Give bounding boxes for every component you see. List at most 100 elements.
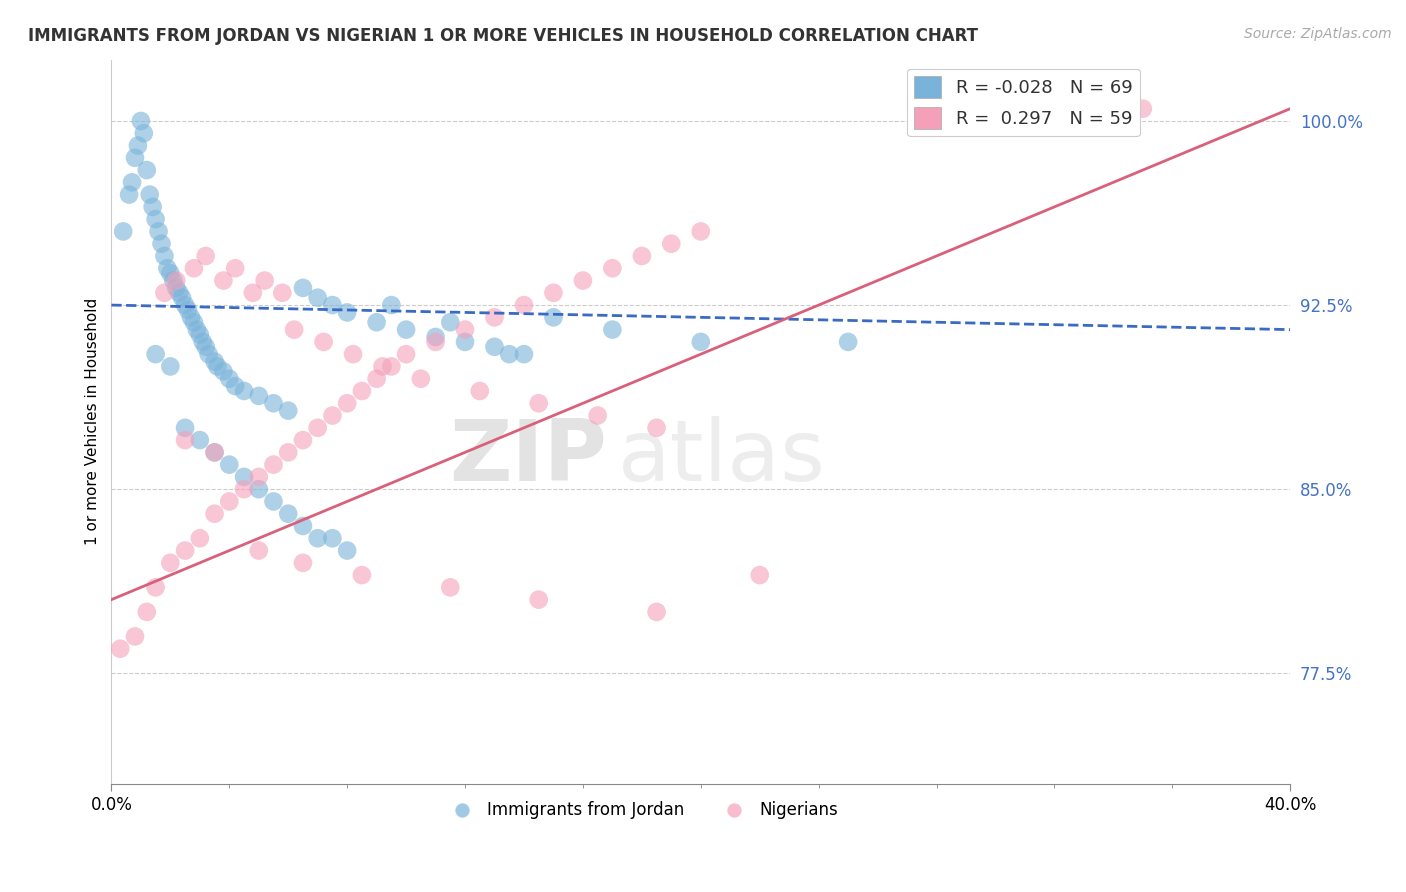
Text: ZIP: ZIP [449, 417, 606, 500]
Point [350, 384, 373, 398]
Point [602, 261, 624, 276]
Point [148, 224, 170, 238]
Point [247, 470, 270, 484]
Point [153, 285, 176, 300]
Point [277, 445, 299, 459]
Point [513, 298, 536, 312]
Point [291, 281, 314, 295]
Point [174, 543, 197, 558]
Point [645, 421, 668, 435]
Point [204, 445, 226, 459]
Point [366, 372, 388, 386]
Point [177, 303, 200, 318]
Point [142, 200, 165, 214]
Point [145, 347, 167, 361]
Point [204, 507, 226, 521]
Point [380, 298, 402, 312]
Point [162, 273, 184, 287]
Point [277, 507, 299, 521]
Point [110, 641, 132, 656]
Point [145, 580, 167, 594]
Legend: Immigrants from Jordan, Nigerians: Immigrants from Jordan, Nigerians [439, 795, 845, 826]
Point [371, 359, 394, 374]
Point [172, 291, 194, 305]
Point [602, 323, 624, 337]
Point [138, 187, 160, 202]
Point [291, 433, 314, 447]
Point [307, 291, 329, 305]
Point [291, 556, 314, 570]
Point [218, 372, 240, 386]
Point [425, 330, 447, 344]
Point [366, 315, 388, 329]
Point [484, 310, 506, 325]
Point [283, 323, 305, 337]
Point [127, 138, 149, 153]
Point [543, 285, 565, 300]
Point [380, 359, 402, 374]
Point [1132, 102, 1154, 116]
Point [321, 409, 343, 423]
Point [121, 175, 143, 189]
Point [513, 347, 536, 361]
Point [194, 249, 217, 263]
Point [194, 340, 217, 354]
Point [291, 519, 314, 533]
Point [543, 310, 565, 325]
Point [336, 305, 359, 319]
Point [837, 334, 859, 349]
Point [484, 340, 506, 354]
Text: atlas: atlas [619, 417, 827, 500]
Point [263, 494, 285, 508]
Point [224, 379, 246, 393]
Point [183, 315, 205, 329]
Point [527, 592, 550, 607]
Point [145, 212, 167, 227]
Point [586, 409, 609, 423]
Point [159, 359, 181, 374]
Point [336, 396, 359, 410]
Point [307, 531, 329, 545]
Point [233, 482, 256, 496]
Point [321, 298, 343, 312]
Point [153, 249, 176, 263]
Point [224, 261, 246, 276]
Point [689, 334, 711, 349]
Point [204, 354, 226, 368]
Point [247, 543, 270, 558]
Point [425, 334, 447, 349]
Point [277, 403, 299, 417]
Point [135, 605, 157, 619]
Point [174, 433, 197, 447]
Point [218, 494, 240, 508]
Point [395, 323, 418, 337]
Point [242, 285, 264, 300]
Point [135, 163, 157, 178]
Point [112, 224, 135, 238]
Point [218, 458, 240, 472]
Point [263, 396, 285, 410]
Point [124, 630, 146, 644]
Point [159, 556, 181, 570]
Point [186, 323, 208, 337]
Text: Source: ZipAtlas.com: Source: ZipAtlas.com [1244, 27, 1392, 41]
Point [321, 531, 343, 545]
Point [212, 273, 235, 287]
Point [336, 543, 359, 558]
Point [498, 347, 520, 361]
Y-axis label: 1 or more Vehicles in Household: 1 or more Vehicles in Household [86, 298, 100, 545]
Point [165, 281, 187, 295]
Point [748, 568, 770, 582]
Point [572, 273, 595, 287]
Point [188, 531, 211, 545]
Point [247, 482, 270, 496]
Point [645, 605, 668, 619]
Point [129, 114, 152, 128]
Point [253, 273, 276, 287]
Point [174, 298, 197, 312]
Point [207, 359, 229, 374]
Point [159, 266, 181, 280]
Point [118, 187, 141, 202]
Point [188, 433, 211, 447]
Point [167, 285, 190, 300]
